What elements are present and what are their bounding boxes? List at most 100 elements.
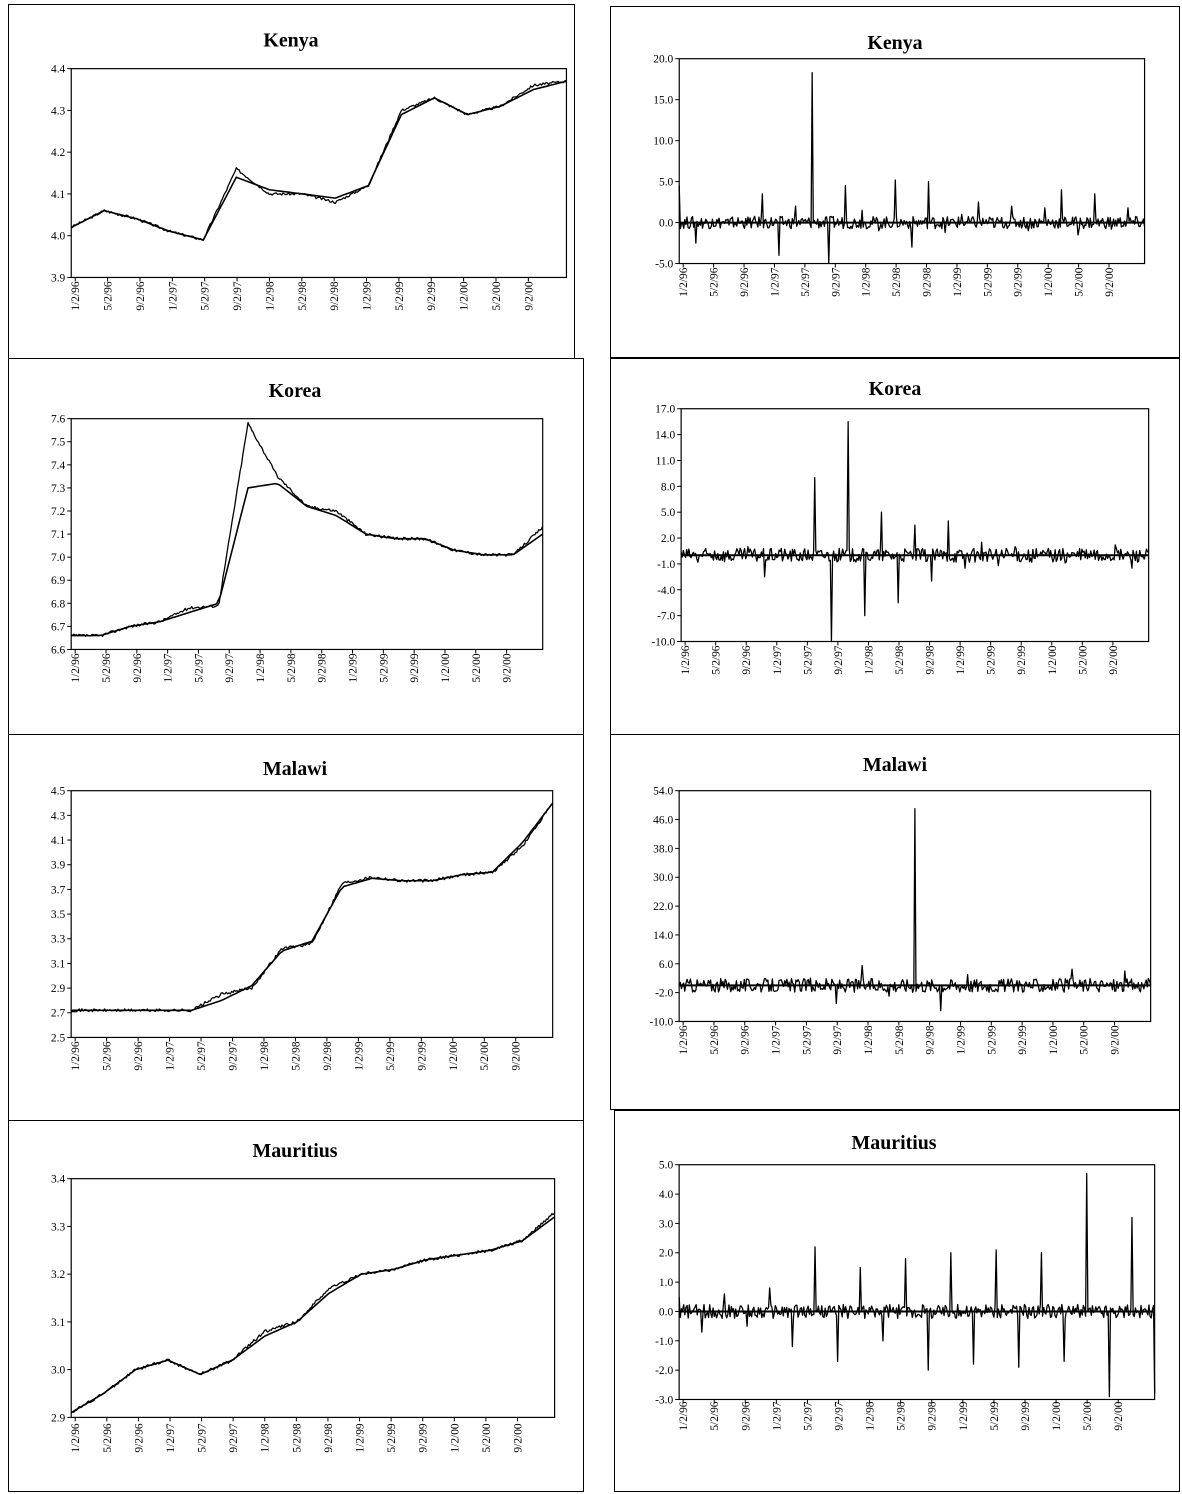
chart-svg: Kenya -5.0 0.0 5.0 10.0 15.0 20.0 1/2/96 5/2/96 9… bbox=[653, 32, 1146, 297]
smoothed-line bbox=[70, 1216, 556, 1414]
x-tick-label: 1/2/00 bbox=[440, 653, 452, 682]
plot-area bbox=[70, 790, 554, 1039]
x-tick-label: 9/2/98 bbox=[925, 645, 937, 674]
x-tick-label: 9/2/97 bbox=[227, 1041, 239, 1071]
x-tick-label: 9/2/00 bbox=[523, 281, 535, 310]
chart-title: Malawi bbox=[263, 758, 328, 780]
y-tick-label: 7.3 bbox=[51, 483, 66, 495]
x-tick-label: 9/2/00 bbox=[1110, 1025, 1122, 1054]
y-tick-label: 6.7 bbox=[51, 621, 66, 633]
x-tick-label: 1/2/97 bbox=[772, 645, 784, 674]
y-tick-label: 4.1 bbox=[51, 189, 66, 201]
y-tick-label: 2.0 bbox=[659, 1248, 674, 1260]
x-tick-label: 5/2/97 bbox=[196, 1041, 208, 1071]
x-tick-label: 1/2/97 bbox=[163, 653, 175, 682]
series-line bbox=[71, 802, 554, 1013]
x-tick-label: 9/2/00 bbox=[502, 653, 514, 682]
series-line bbox=[680, 421, 1150, 643]
x-tick-label: 5/2/96 bbox=[711, 645, 723, 674]
y-tick-label: 3.1 bbox=[51, 1317, 66, 1329]
y-tick-label: 6.8 bbox=[51, 598, 66, 610]
x-tick-label: 9/2/97 bbox=[224, 653, 236, 682]
chart-title: Malawi bbox=[863, 754, 928, 776]
x-tick-label: 5/2/98 bbox=[896, 1401, 908, 1430]
y-tick-label: 2.9 bbox=[51, 983, 66, 995]
x-tick-label: 1/2/97 bbox=[165, 1423, 177, 1452]
x-tick-label: 1/2/00 bbox=[449, 1423, 461, 1452]
x-tick-label: 5/2/99 bbox=[394, 281, 406, 310]
plot-area bbox=[678, 1164, 1156, 1401]
y-tick-label: -7.0 bbox=[657, 611, 675, 623]
x-tick-label: 1/2/96 bbox=[680, 645, 692, 674]
x-tick-label: 1/2/96 bbox=[70, 1423, 82, 1452]
y-tick-label: 7.1 bbox=[51, 529, 66, 541]
x-tick-label: 5/2/96 bbox=[102, 1041, 114, 1071]
x-tick-label: 5/2/96 bbox=[709, 1025, 721, 1054]
y-tick-label: 7.5 bbox=[51, 437, 66, 449]
x-tick-label: 5/2/99 bbox=[986, 645, 998, 674]
x-tick-label: 1/2/97 bbox=[771, 1025, 783, 1054]
x-tick-label: 9/2/00 bbox=[1113, 1401, 1125, 1430]
x-tick-label: 9/2/97 bbox=[228, 1423, 240, 1452]
x-tick-label: 5/2/96 bbox=[709, 267, 721, 296]
chart-title: Korea bbox=[269, 380, 322, 402]
y-tick-label: 0.0 bbox=[659, 218, 674, 230]
x-tick-label: 9/2/00 bbox=[1108, 645, 1120, 674]
x-tick-label: 9/2/99 bbox=[409, 653, 421, 682]
x-tick-label: 5/2/98 bbox=[286, 653, 298, 682]
x-tick-label: 9/2/99 bbox=[426, 281, 438, 310]
x-tick-label: 9/2/97 bbox=[833, 1401, 845, 1430]
x-tick-label: 9/2/96 bbox=[739, 267, 751, 296]
y-tick-label: 4.0 bbox=[659, 1189, 674, 1201]
x-tick-label: 1/2/96 bbox=[70, 1041, 82, 1071]
x-tick-label: 9/2/98 bbox=[927, 1401, 939, 1430]
y-tick-label: 0.0 bbox=[659, 1306, 674, 1318]
x-tick-label: 1/2/99 bbox=[955, 1025, 967, 1054]
y-tick-label: -2.0 bbox=[655, 988, 673, 1000]
chart-svg: Malawi -10.0 -2.0 6.0 14.0 22.0 30.0 38.0 46.0 54… bbox=[649, 754, 1152, 1055]
y-tick-label: 46.0 bbox=[653, 815, 673, 827]
plot-area bbox=[680, 408, 1150, 643]
chart-panel-kenya-change: Kenya -5.0 0.0 5.0 10.0 15.0 20.0 1/2/96 5/2/96 9… bbox=[610, 6, 1180, 358]
x-tick-label: 1/2/98 bbox=[260, 1423, 272, 1452]
chart-panel-mauritius-level: Mauritius 2.9 3.0 3.1 3.2 3.3 3.4 1/2/96 5/2/96 9… bbox=[8, 1120, 584, 1492]
x-tick-label: 1/2/98 bbox=[865, 1401, 877, 1430]
x-tick-label: 5/2/00 bbox=[479, 1041, 491, 1071]
y-tick-label: 4.3 bbox=[51, 810, 66, 822]
x-tick-label: 5/2/97 bbox=[802, 645, 814, 674]
x-tick-label: 5/2/00 bbox=[1074, 267, 1086, 296]
x-tick-label: 1/2/97 bbox=[165, 1041, 177, 1071]
x-tick-label: 5/2/99 bbox=[386, 1423, 398, 1452]
y-tick-label: 30.0 bbox=[653, 872, 673, 884]
x-tick-label: 9/2/98 bbox=[329, 281, 341, 310]
x-tick-label: 5/2/99 bbox=[385, 1041, 397, 1071]
x-tick-label: 5/2/98 bbox=[291, 1423, 303, 1452]
x-tick-label: 5/2/00 bbox=[481, 1423, 493, 1452]
y-tick-label: 14.0 bbox=[655, 430, 675, 442]
x-tick-label: 1/2/00 bbox=[459, 281, 471, 310]
y-tick-label: 4.2 bbox=[51, 147, 66, 159]
y-tick-label: 17.0 bbox=[655, 404, 675, 416]
chart-svg: Mauritius -3.0 -2.0 -1.0 0.0 1.0 2.0 3.0 4.0 5.0 1… bbox=[655, 1132, 1156, 1431]
x-tick-label: 9/2/97 bbox=[830, 267, 842, 296]
x-tick-label: 5/2/98 bbox=[297, 281, 309, 310]
chart-svg: Korea 6.6 6.7 6.8 6.9 7.0 7.1 7.2 7.3 7.4 7.5 7.6 1/… bbox=[51, 380, 544, 683]
smoothed-line bbox=[71, 802, 554, 1012]
x-tick-label: 1/2/97 bbox=[167, 281, 179, 310]
x-tick-label: 5/2/99 bbox=[986, 1025, 998, 1054]
y-tick-label: 3.9 bbox=[51, 860, 66, 872]
y-tick-label: 6.9 bbox=[51, 575, 66, 587]
x-tick-label: 1/2/99 bbox=[361, 281, 373, 310]
x-tick-label: 1/2/99 bbox=[955, 645, 967, 674]
y-tick-label: -10.0 bbox=[651, 636, 675, 648]
y-tick-label: -2.0 bbox=[655, 1365, 673, 1377]
y-tick-label: 2.9 bbox=[51, 1412, 66, 1424]
x-tick-label: 1/2/99 bbox=[952, 267, 964, 296]
y-tick-label: 22.0 bbox=[653, 901, 673, 913]
y-tick-label: 3.2 bbox=[51, 1269, 66, 1281]
x-tick-label: 1/2/00 bbox=[1051, 1401, 1063, 1430]
x-tick-label: 5/2/97 bbox=[800, 267, 812, 296]
y-tick-label: 3.4 bbox=[51, 1174, 66, 1186]
y-tick-label: -4.0 bbox=[657, 585, 675, 597]
y-tick-label: 14.0 bbox=[653, 930, 673, 942]
